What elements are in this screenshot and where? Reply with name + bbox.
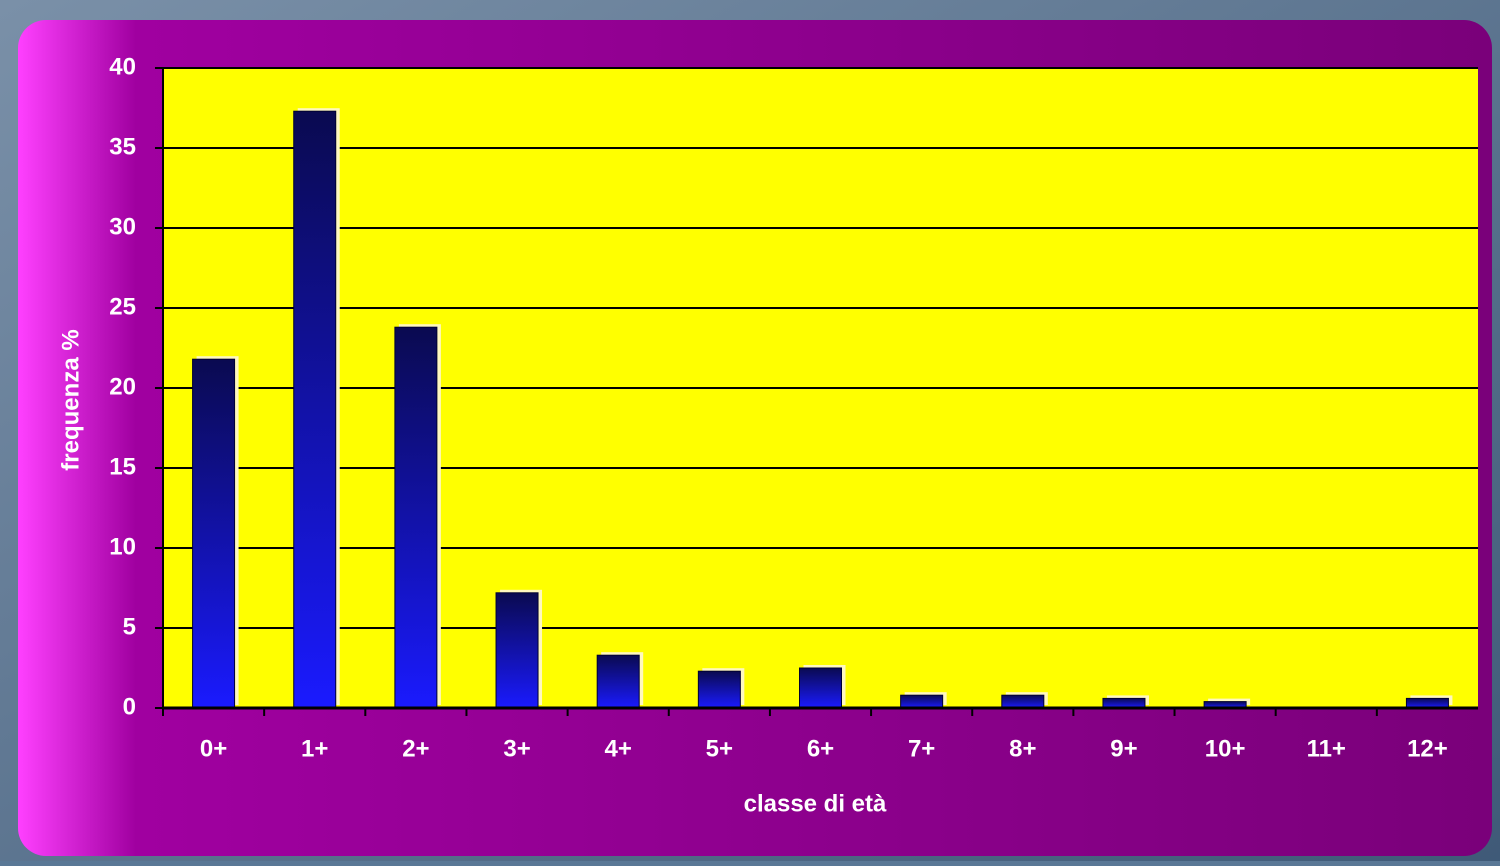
x-tick-label: 9+: [1110, 735, 1137, 762]
bar: [192, 358, 236, 709]
y-tick-label: 30: [109, 213, 136, 240]
x-tick-label: 2+: [402, 735, 429, 762]
bar: [1001, 694, 1045, 709]
x-tick-label: 8+: [1009, 735, 1036, 762]
x-tick-label: 3+: [503, 735, 530, 762]
x-tick-label: 0+: [200, 735, 227, 762]
x-tick-label: 6+: [807, 735, 834, 762]
y-tick-label: 15: [109, 453, 136, 480]
y-tick-label: 35: [109, 133, 136, 160]
x-tick-label: 7+: [908, 735, 935, 762]
bar: [495, 592, 539, 709]
x-tick-label: 1+: [301, 735, 328, 762]
x-axis-label: classe di età: [744, 790, 887, 817]
x-tick-label: 5+: [706, 735, 733, 762]
y-tick-label: 40: [109, 53, 136, 80]
bar: [596, 654, 640, 709]
x-tick-label: 11+: [1307, 735, 1346, 762]
x-tick-label: 12+: [1407, 735, 1448, 762]
bar: [394, 326, 438, 709]
bar: [799, 667, 842, 709]
bar: [293, 110, 337, 709]
x-tick-label: 10+: [1205, 735, 1246, 762]
bar: [900, 694, 944, 709]
y-tick-label: 0: [123, 693, 136, 720]
y-axis-label: frequenza %: [57, 329, 84, 470]
y-tick-label: 10: [109, 533, 136, 560]
y-tick-label: 5: [123, 613, 136, 640]
y-tick-label: 25: [109, 293, 136, 320]
bar: [697, 670, 741, 709]
y-tick-label: 20: [109, 373, 136, 400]
x-tick-label: 4+: [605, 735, 632, 762]
